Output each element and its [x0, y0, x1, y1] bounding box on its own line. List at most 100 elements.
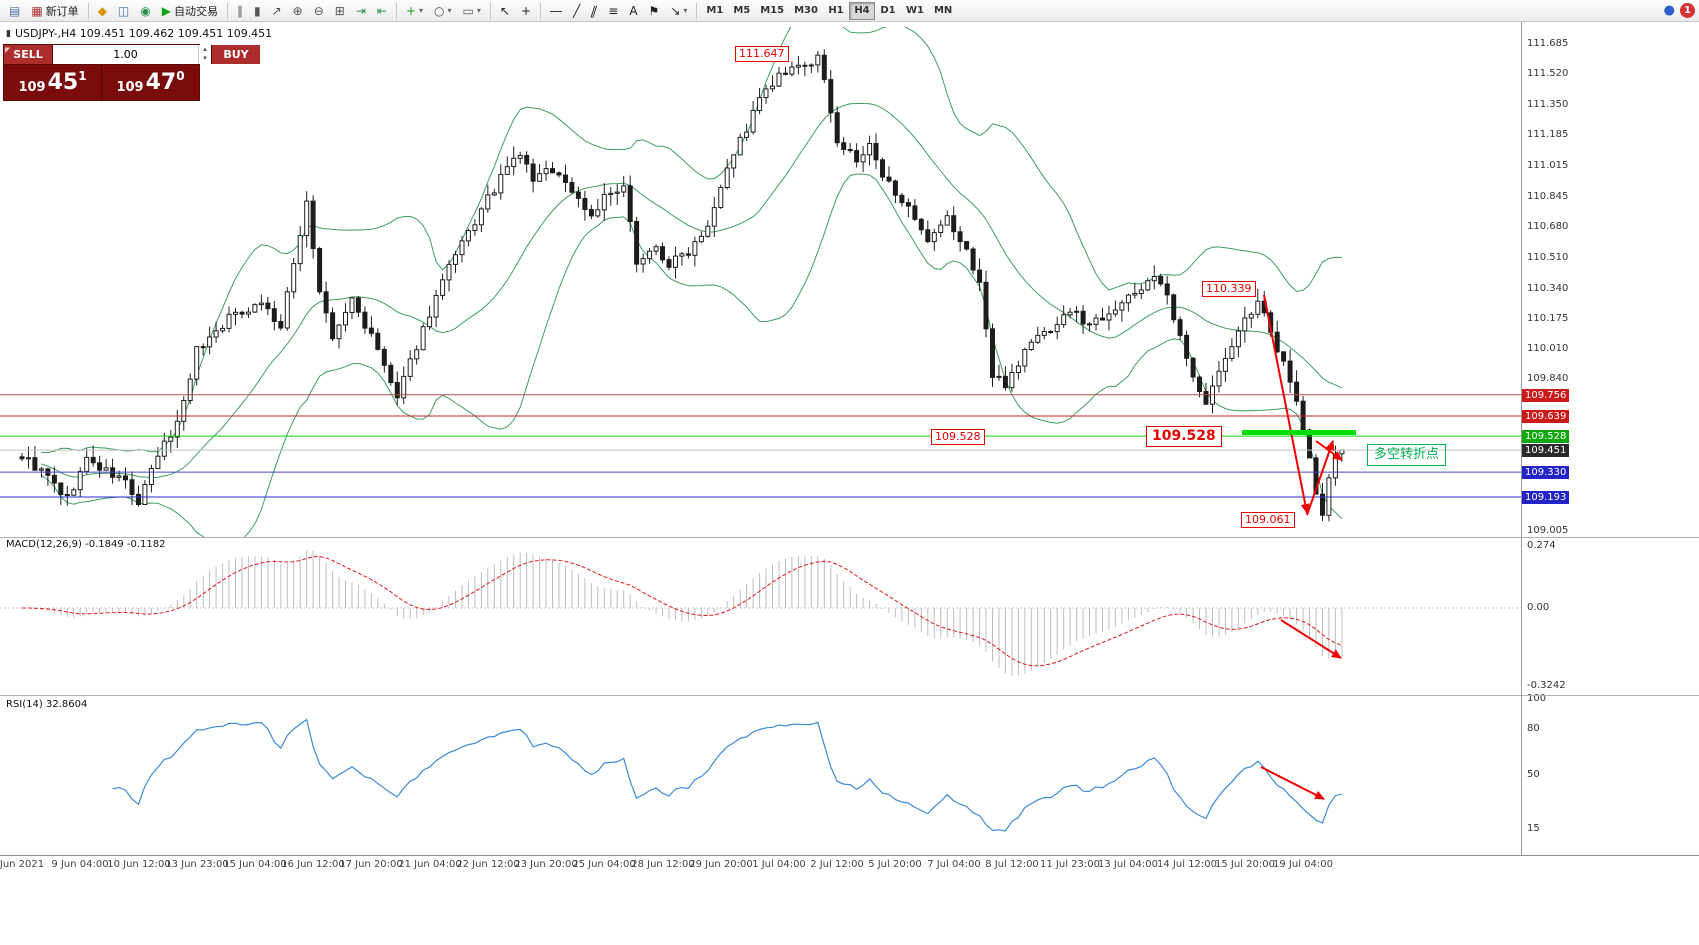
- price-annotation-support-1[interactable]: 109.528: [931, 429, 985, 445]
- marketwatch-icon: ◆: [97, 3, 107, 18]
- chart-mini-icon: ▮: [6, 28, 11, 39]
- marketwatch-button[interactable]: ◆: [93, 1, 112, 21]
- time-tick-label: 2 Jul 12:00: [810, 859, 864, 870]
- rsi-label: RSI(14) 32.8604: [6, 699, 88, 710]
- buy-price-display[interactable]: 109 47 0: [116, 69, 185, 95]
- volume-up-icon[interactable]: ▴: [203, 45, 207, 53]
- toolbar-separator: [226, 2, 228, 19]
- price-annotation-swing-high[interactable]: 110.339: [1202, 281, 1256, 297]
- timeframe-w1-button[interactable]: W1: [901, 2, 929, 20]
- templates-button[interactable]: ▭ ▾: [458, 1, 486, 21]
- trend-arrow-2[interactable]: [1306, 440, 1335, 516]
- shapes-button[interactable]: ↘ ▾: [665, 1, 692, 21]
- label-button[interactable]: ⚑: [644, 1, 665, 21]
- price-tick-label: 109.840: [1527, 373, 1569, 384]
- sell-button[interactable]: SELL: [4, 45, 52, 64]
- zoom-out-icon: ⊖: [313, 3, 324, 18]
- time-tick-label: 15 Jun 04:00: [223, 859, 287, 870]
- fibonacci-button[interactable]: ≡: [603, 1, 623, 21]
- timeframe-group: M1 M5 M15 M30 H1 H4 D1 W1 MN: [701, 1, 957, 20]
- candlestick-chart-icon: ▮: [253, 3, 261, 18]
- trend-arrow-3[interactable]: [1315, 440, 1343, 461]
- timeframe-m15-button[interactable]: M15: [755, 2, 789, 20]
- toolbar-separator: [540, 2, 542, 19]
- trend-arrow-4[interactable]: [1280, 619, 1342, 659]
- auto-scroll-button[interactable]: ⇥: [351, 1, 371, 21]
- rsi-layer: [112, 718, 1343, 832]
- indicator-tick-label: 0.00: [1527, 602, 1550, 613]
- timeframe-h4-button[interactable]: H4: [848, 1, 875, 20]
- candlestick-chart-button[interactable]: ▮: [249, 1, 266, 21]
- indicator-tick-label: -0.3242: [1527, 680, 1566, 691]
- macd-panel-splitter[interactable]: [0, 537, 1699, 538]
- price-level-tag: 109.639: [1522, 410, 1569, 423]
- indicators-button[interactable]: + ▾: [401, 1, 428, 21]
- time-tick-label: 7 Jul 04:00: [927, 859, 981, 870]
- zoom-in-icon: ⊕: [292, 3, 303, 18]
- trend-arrow-1[interactable]: [1263, 294, 1310, 514]
- indicator-tick-label: 100: [1527, 693, 1547, 704]
- time-tick-label: 9 Jun 04:00: [51, 859, 109, 870]
- time-tick-label: 14 Jul 12:00: [1157, 859, 1217, 870]
- turning-point-label[interactable]: 多空转折点: [1367, 444, 1447, 466]
- community-icon[interactable]: ●: [1663, 3, 1675, 18]
- data-window-button[interactable]: ◫: [113, 1, 134, 21]
- price-annotation-low[interactable]: 109.061: [1241, 512, 1295, 528]
- volume-input[interactable]: [53, 45, 198, 64]
- price-level-tag: 109.451: [1522, 444, 1569, 457]
- zoom-out-button[interactable]: ⊖: [309, 1, 329, 21]
- indicator-tick-label: 80: [1527, 723, 1540, 734]
- indicators-icon: +: [405, 3, 417, 18]
- volume-down-icon[interactable]: ▾: [203, 54, 207, 62]
- collapse-panel-arrow[interactable]: ◤: [5, 46, 11, 54]
- new-order-button[interactable]: ▦ 新订单: [26, 1, 83, 21]
- autotrading-button[interactable]: ▶ 自动交易: [157, 1, 223, 21]
- price-tick-label: 110.340: [1527, 283, 1569, 294]
- trend-arrow-5[interactable]: [1260, 766, 1325, 800]
- line-chart-button[interactable]: ↗: [267, 1, 287, 21]
- auto-scroll-icon: ⇥: [355, 3, 366, 18]
- macd-label: MACD(12,26,9) -0.1849 -0.1182: [6, 539, 166, 550]
- notifications-badge[interactable]: 1: [1680, 3, 1695, 18]
- sell-price-display[interactable]: 109 45 1: [4, 65, 102, 100]
- buy-button[interactable]: BUY: [212, 45, 260, 64]
- price-annotation-peak[interactable]: 111.647: [735, 46, 789, 62]
- navigator-button[interactable]: ◉: [135, 1, 155, 21]
- label-icon: ⚑: [648, 3, 660, 18]
- price-annotation-support-2[interactable]: 109.528: [1146, 426, 1222, 447]
- cursor-button[interactable]: ↖: [495, 1, 515, 21]
- text-icon: A: [629, 3, 638, 18]
- trendline-button[interactable]: ╱: [568, 1, 585, 21]
- volume-stepper[interactable]: ▴ ▾: [198, 45, 211, 64]
- price-tick-label: 109.005: [1527, 525, 1569, 536]
- zoom-in-button[interactable]: ⊕: [288, 1, 308, 21]
- price-tick-label: 110.010: [1527, 343, 1569, 354]
- timeframe-m1-button[interactable]: M1: [701, 2, 728, 20]
- chart-shift-button[interactable]: ⇤: [372, 1, 392, 21]
- price-tick-label: 110.510: [1527, 252, 1569, 263]
- tile-windows-button[interactable]: ⊞: [330, 1, 350, 21]
- timeframe-m30-button[interactable]: M30: [789, 2, 823, 20]
- horizontal-line-button[interactable]: ―: [545, 1, 567, 21]
- timeframe-m5-button[interactable]: M5: [728, 2, 755, 20]
- time-tick-label: 10 Jun 12:00: [107, 859, 171, 870]
- channel-button[interactable]: ∥: [586, 1, 602, 21]
- highlight-bar[interactable]: [1242, 430, 1356, 435]
- bar-chart-button[interactable]: ∥: [232, 1, 248, 21]
- time-tick-label: 1 Jul 04:00: [752, 859, 806, 870]
- price-level-tag: 109.193: [1522, 491, 1569, 504]
- rsi-panel-splitter[interactable]: [0, 695, 1699, 696]
- timeframe-h1-button[interactable]: H1: [823, 2, 849, 20]
- shapes-icon: ↘: [670, 3, 681, 18]
- time-axis-border: [0, 855, 1699, 856]
- periods-button[interactable]: ○ ▾: [429, 1, 457, 21]
- time-tick-label: 29 Jun 20:00: [689, 859, 753, 870]
- timeframe-d1-button[interactable]: D1: [875, 2, 901, 20]
- time-tick-label: 21 Jun 04:00: [398, 859, 462, 870]
- timeframe-mn-button[interactable]: MN: [929, 2, 957, 20]
- text-button[interactable]: A: [624, 1, 642, 21]
- crosshair-button[interactable]: +: [516, 1, 536, 21]
- charts-window-button[interactable]: ▤: [4, 1, 25, 21]
- time-tick-label: 13 Jul 04:00: [1098, 859, 1158, 870]
